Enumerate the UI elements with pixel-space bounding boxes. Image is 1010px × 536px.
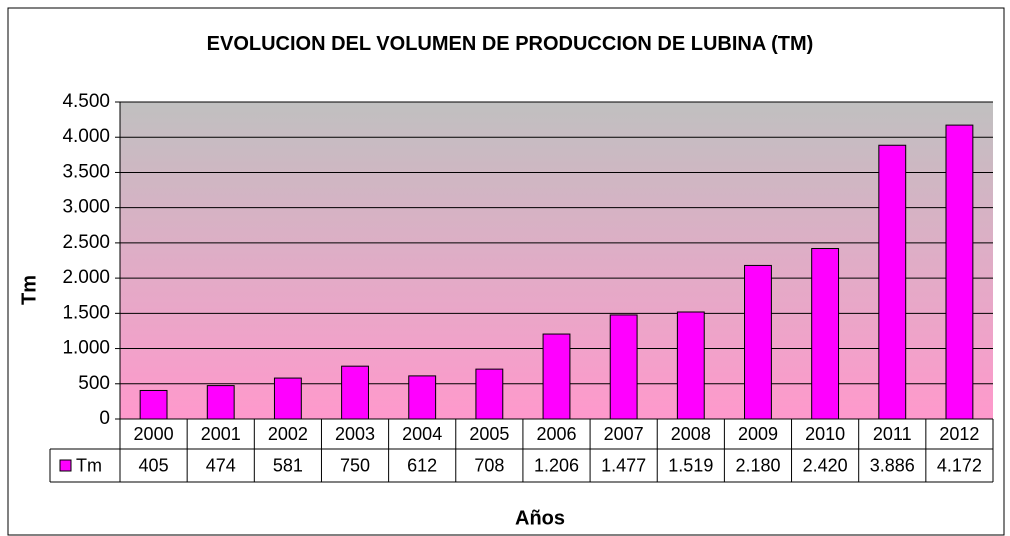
- x-tick-label: 2004: [402, 424, 442, 444]
- x-tick-label: 2002: [268, 424, 308, 444]
- legend-label: Tm: [76, 455, 102, 475]
- x-tick-label: 2001: [201, 424, 241, 444]
- bar: [341, 365, 369, 420]
- bar: [542, 333, 571, 420]
- y-tick-label: 1.500: [62, 302, 110, 323]
- table-value: 581: [273, 455, 303, 475]
- table-value: 2.180: [735, 455, 780, 475]
- y-tick-label: 3.000: [62, 197, 110, 218]
- chart-title: EVOLUCION DEL VOLUMEN DE PRODUCCION DE L…: [206, 33, 814, 55]
- table-value: 4.172: [937, 455, 982, 475]
- bar: [206, 385, 235, 420]
- legend-swatch: [59, 459, 72, 472]
- table-value: 612: [407, 455, 437, 475]
- bar: [408, 375, 437, 420]
- x-tick-label: 2005: [469, 424, 509, 444]
- table-value: 474: [206, 455, 236, 475]
- bar: [744, 264, 772, 420]
- y-tick-label: 2.500: [62, 232, 110, 253]
- table-value: 2.420: [803, 455, 848, 475]
- x-tick-label: 2011: [873, 424, 912, 444]
- y-tick-label: 0: [99, 408, 110, 429]
- table-value: 708: [474, 455, 504, 475]
- x-tick-label: 2009: [738, 424, 778, 444]
- y-tick-label: 500: [78, 373, 110, 394]
- x-tick-label: 2012: [939, 424, 979, 444]
- x-tick-label: 2000: [134, 424, 174, 444]
- table-value: 750: [340, 455, 370, 475]
- bar: [945, 124, 974, 420]
- y-axis-label: Tm: [18, 275, 40, 305]
- table-value: 3.886: [870, 455, 915, 475]
- x-tick-label: 2007: [604, 424, 644, 444]
- bar: [475, 368, 504, 420]
- x-tick-label: 2008: [671, 424, 711, 444]
- bar: [811, 248, 840, 420]
- x-tick-label: 2010: [805, 424, 845, 444]
- y-tick-label: 3.500: [62, 161, 110, 182]
- bar: [676, 311, 705, 420]
- x-tick-label: 2006: [536, 424, 576, 444]
- table-value: 1.206: [534, 455, 579, 475]
- y-tick-label: 4.500: [62, 91, 110, 112]
- bar: [139, 389, 168, 420]
- x-axis-label: Años: [515, 507, 565, 529]
- table-value: 1.519: [668, 455, 713, 475]
- bar: [609, 314, 638, 420]
- y-tick-label: 4.000: [62, 126, 110, 147]
- bar: [878, 144, 907, 420]
- bar: [273, 377, 302, 420]
- y-tick-label: 2.000: [62, 267, 110, 288]
- table-value: 1.477: [601, 455, 646, 475]
- y-tick-label: 1.000: [62, 338, 110, 359]
- table-value: 405: [139, 455, 169, 475]
- x-tick-label: 2003: [335, 424, 375, 444]
